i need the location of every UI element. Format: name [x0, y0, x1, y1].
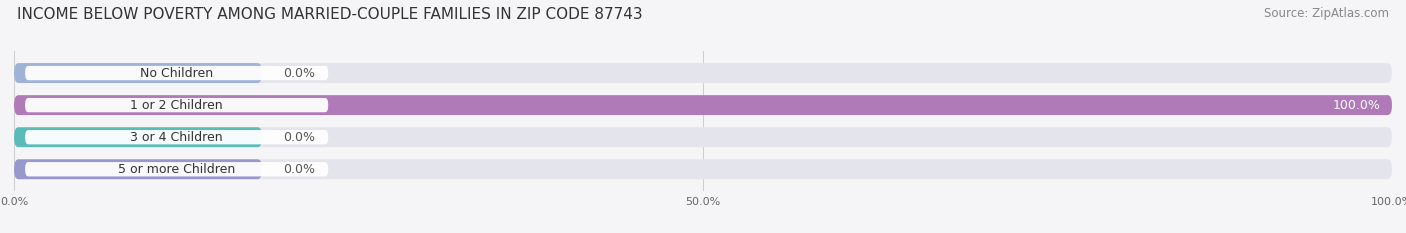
Text: Source: ZipAtlas.com: Source: ZipAtlas.com: [1264, 7, 1389, 20]
FancyBboxPatch shape: [25, 130, 328, 144]
FancyBboxPatch shape: [14, 159, 262, 179]
Text: 0.0%: 0.0%: [283, 131, 315, 144]
Text: INCOME BELOW POVERTY AMONG MARRIED-COUPLE FAMILIES IN ZIP CODE 87743: INCOME BELOW POVERTY AMONG MARRIED-COUPL…: [17, 7, 643, 22]
Text: 1 or 2 Children: 1 or 2 Children: [131, 99, 224, 112]
Text: No Children: No Children: [141, 67, 214, 79]
FancyBboxPatch shape: [14, 63, 262, 83]
Text: 100.0%: 100.0%: [1333, 99, 1381, 112]
Text: 0.0%: 0.0%: [283, 67, 315, 79]
FancyBboxPatch shape: [25, 98, 328, 112]
FancyBboxPatch shape: [14, 127, 262, 147]
Text: 3 or 4 Children: 3 or 4 Children: [131, 131, 224, 144]
FancyBboxPatch shape: [25, 162, 328, 176]
FancyBboxPatch shape: [14, 127, 1392, 147]
FancyBboxPatch shape: [14, 159, 1392, 179]
Text: 0.0%: 0.0%: [283, 163, 315, 176]
FancyBboxPatch shape: [14, 95, 1392, 115]
Text: 5 or more Children: 5 or more Children: [118, 163, 235, 176]
FancyBboxPatch shape: [14, 95, 1392, 115]
FancyBboxPatch shape: [14, 63, 1392, 83]
FancyBboxPatch shape: [25, 66, 328, 80]
